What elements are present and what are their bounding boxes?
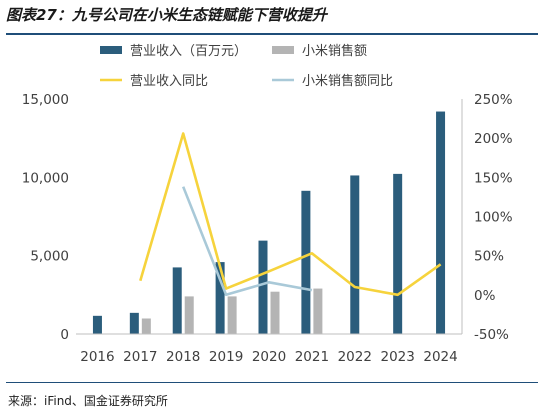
xiaomi-sales-yoy-line [181, 186, 313, 297]
left-tick-label: 15,000 [22, 92, 69, 108]
legend-label: 小米销售额 [302, 43, 367, 59]
legend-label: 营业收入同比 [130, 74, 208, 89]
right-tick-label: 200% [474, 131, 513, 147]
x-tick-label: 2022 [338, 349, 372, 365]
bars [92, 111, 446, 335]
title-underline [6, 33, 538, 35]
right-tick-label: 250% [474, 92, 513, 108]
legend-swatch [272, 46, 294, 54]
xiaomi-sales-bar [184, 296, 194, 334]
x-tick-label: 2021 [295, 349, 329, 365]
xiaomi-sales-bar [141, 318, 151, 334]
right-tick-label: 0% [474, 288, 496, 304]
left-tick-label: 10,000 [22, 170, 69, 186]
revenue-bar [393, 173, 403, 334]
revenue-bar [436, 111, 446, 335]
xiaomi-sales-bar [270, 291, 280, 334]
x-tick-label: 2023 [380, 349, 414, 365]
revenue-bar [258, 240, 268, 334]
x-tick-label: 2017 [123, 349, 157, 365]
x-tick-label: 2020 [252, 349, 286, 365]
source-divider [6, 382, 538, 383]
xiaomi-sales-bar [227, 296, 237, 334]
right-axis-ticks: -50% 0% 50% 100% 150% 200% 250% [474, 92, 513, 343]
axes [76, 99, 463, 335]
right-tick-label: -50% [474, 327, 509, 343]
right-tick-label: 100% [474, 210, 513, 226]
revenue-bar [92, 315, 102, 334]
revenue-yoy-line [139, 132, 442, 297]
lines [139, 132, 442, 297]
xiaomi-sales-bar [313, 288, 323, 334]
figure-title: 图表27：九号公司在小米生态链赋能下营收提升 [6, 6, 327, 24]
left-tick-label: 5,000 [30, 249, 69, 265]
left-axis-ticks: 0 5,000 10,000 15,000 [22, 92, 69, 343]
x-tick-label: 2018 [166, 349, 200, 365]
source-note: 来源：iFind、国金证券研究所 [8, 394, 168, 408]
x-tick-label: 2024 [423, 349, 457, 365]
revenue-bar [129, 312, 139, 334]
revenue-bar [172, 267, 182, 334]
x-tick-label: 2019 [209, 349, 243, 365]
left-tick-label: 0 [60, 327, 69, 343]
legend-swatch [100, 46, 122, 54]
x-axis-ticks: 2016 2017 2018 2019 2020 2021 2022 2023 2024 [80, 349, 457, 365]
legend-label: 小米销售额同比 [302, 73, 393, 89]
right-tick-label: 150% [474, 170, 513, 186]
x-tick-label: 2016 [80, 349, 114, 365]
revenue-bar [350, 175, 360, 334]
right-tick-label: 50% [474, 249, 504, 265]
revenue-bar [215, 262, 225, 334]
revenue-bar [301, 190, 311, 334]
legend-label: 营业收入（百万元） [130, 44, 247, 59]
